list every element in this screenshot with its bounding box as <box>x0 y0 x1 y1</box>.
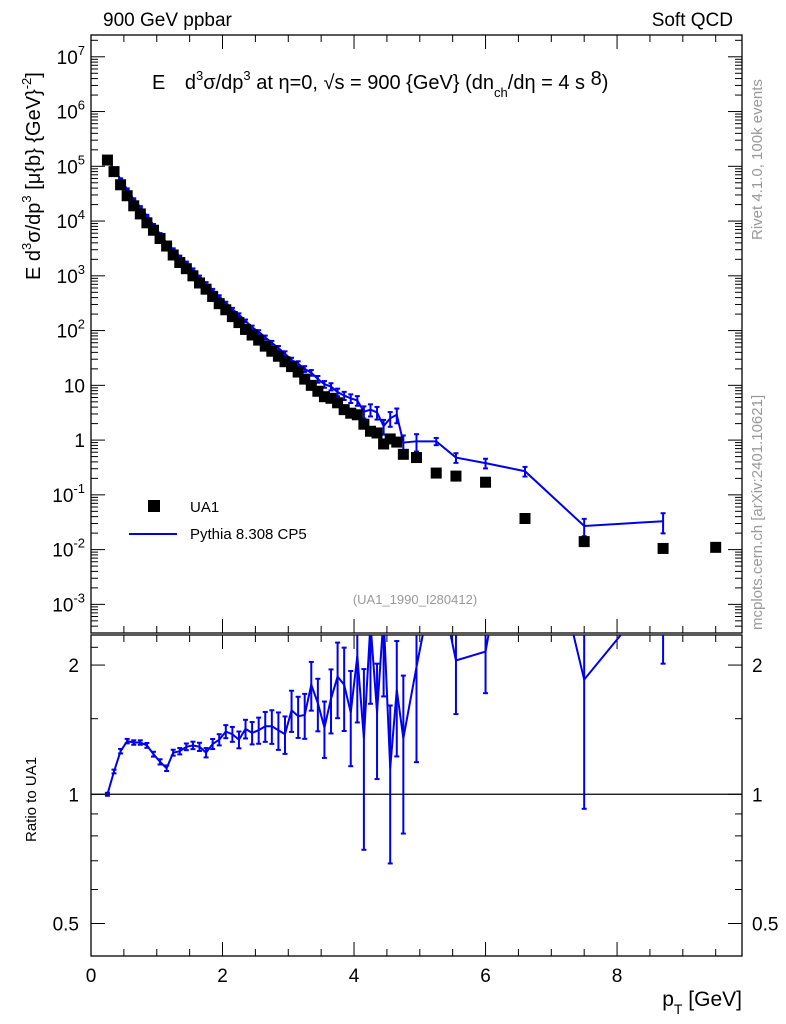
header-process-label: 900 GeV ppbar <box>103 10 233 31</box>
ua1-data-point <box>286 361 298 373</box>
ua1-data-point <box>147 224 159 236</box>
ua1-data-point <box>226 311 238 323</box>
main-y-tick-label: 10-1 <box>52 481 85 507</box>
main-y-tick-label: 106 <box>57 98 85 124</box>
main-y-axis-label: E d3σ/dp3 [μ{b} {GeV}-2] <box>19 72 45 280</box>
ua1-data-point <box>174 257 186 269</box>
ratio-y-axis-label: Ratio to UA1 <box>23 757 40 842</box>
ratio-series-line <box>106 635 623 795</box>
ua1-data-point <box>141 217 153 229</box>
axes-group: 10-3 10-2 10-1 1 10 102 103 104 105 106 107 0 2 4 6 8 0.… <box>52 35 778 987</box>
rivet-version-label: Rivet 4.1.0, 100k events <box>749 79 766 240</box>
ua1-data-point <box>578 536 590 548</box>
mc-series-group <box>104 158 666 538</box>
ua1-data-point <box>391 436 403 448</box>
main-y-tick-label: 1 <box>74 431 85 452</box>
ua1-data-point <box>371 427 383 439</box>
mc-series-line <box>106 159 664 528</box>
ua1-data-point <box>187 270 199 282</box>
ua1-data-point <box>364 425 376 437</box>
ua1-data-point <box>194 277 205 289</box>
ua1-data-point <box>332 397 344 409</box>
main-y-tick-label: 105 <box>57 152 85 178</box>
ua1-data-point <box>450 470 462 482</box>
main-y-tick-label: 107 <box>57 43 85 69</box>
ua1-data-point <box>200 283 212 295</box>
ua1-data-point <box>657 542 669 554</box>
header-category-label: Soft QCD <box>652 10 733 31</box>
ua1-data-point <box>134 208 146 220</box>
ua1-data-point <box>213 298 225 310</box>
ua1-data-point <box>272 350 284 362</box>
ua1-data-point <box>351 409 363 421</box>
ratio-series-group <box>104 635 666 865</box>
ua1-data-point <box>305 379 317 391</box>
ua1-data-point <box>397 448 409 460</box>
main-y-tick-label: 104 <box>57 207 85 233</box>
ua1-data-point <box>233 317 245 329</box>
ua1-data-point <box>266 345 278 357</box>
ua1-data-point <box>519 512 531 524</box>
legend-mc-label: Pythia 8.308 CP5 <box>190 526 307 543</box>
ua1-data-point <box>180 263 192 275</box>
main-y-tick-label: 102 <box>57 317 85 343</box>
mcplots-credit-label: mcplots.cern.ch [arXiv:2401.10621] <box>749 395 766 630</box>
main-panel-frame <box>90 34 743 634</box>
ua1-data-point <box>154 233 166 245</box>
main-y-tick-label: 10 <box>64 376 85 397</box>
ua1-data-point <box>299 373 311 385</box>
ratio-y-tick-label-right: 2 <box>752 656 763 677</box>
x-tick-label: 0 <box>86 966 97 987</box>
ratio-y-tick-label: 0.5 <box>53 914 79 935</box>
ua1-data-point <box>121 190 133 202</box>
data-series-group <box>101 154 722 554</box>
x-axis-label: pT [GeV] <box>662 988 742 1017</box>
ua1-data-point <box>318 391 330 403</box>
ua1-data-point <box>101 154 113 166</box>
ua1-data-point <box>253 334 265 346</box>
x-tick-label: 4 <box>349 966 360 987</box>
ratio-y-tick-label-right: 1 <box>752 785 763 806</box>
ua1-data-point <box>161 240 173 252</box>
ua1-data-point <box>338 404 350 416</box>
ua1-data-point <box>325 392 337 404</box>
legend-data-label: UA1 <box>190 499 219 516</box>
ua1-data-point <box>292 366 304 378</box>
ua1-data-point <box>378 438 390 450</box>
ua1-data-point <box>430 467 442 479</box>
ratio-y-tick-label: 1 <box>68 785 79 806</box>
ratio-y-tick-label: 2 <box>68 656 79 677</box>
ua1-data-point <box>246 329 258 341</box>
main-y-tick-label: 10-3 <box>52 590 85 616</box>
main-panel-title: E d3σ/dp3 at η=0, √s = 900 {GeV} (dnch/d… <box>152 68 608 100</box>
ua1-data-point <box>108 166 120 178</box>
ua1-data-point <box>167 249 179 261</box>
legend-data-marker <box>148 500 160 512</box>
ua1-data-point <box>411 452 422 464</box>
ua1-data-point <box>279 356 291 368</box>
ua1-data-point <box>207 290 219 302</box>
ua1-data-point <box>115 179 127 191</box>
ua1-data-point <box>710 541 722 553</box>
analysis-watermark: (UA1_1990_I280412) <box>353 592 477 607</box>
ua1-data-point <box>480 476 492 488</box>
main-y-tick-label: 103 <box>57 262 85 288</box>
ua1-data-point <box>259 340 271 352</box>
ua1-data-point <box>345 407 357 419</box>
x-tick-label: 8 <box>612 966 623 987</box>
main-y-tick-label: 10-2 <box>52 536 85 562</box>
legend: UA1 Pythia 8.308 CP5 <box>129 499 307 543</box>
ua1-data-point <box>220 304 232 316</box>
ua1-data-point <box>384 433 396 445</box>
ua1-data-point <box>240 323 252 335</box>
ua1-data-point <box>358 418 370 430</box>
x-tick-label: 2 <box>217 966 228 987</box>
ua1-data-point <box>312 385 324 397</box>
x-tick-label: 6 <box>480 966 491 987</box>
ua1-data-point <box>128 200 140 212</box>
ratio-y-tick-label-right: 0.5 <box>752 914 778 935</box>
